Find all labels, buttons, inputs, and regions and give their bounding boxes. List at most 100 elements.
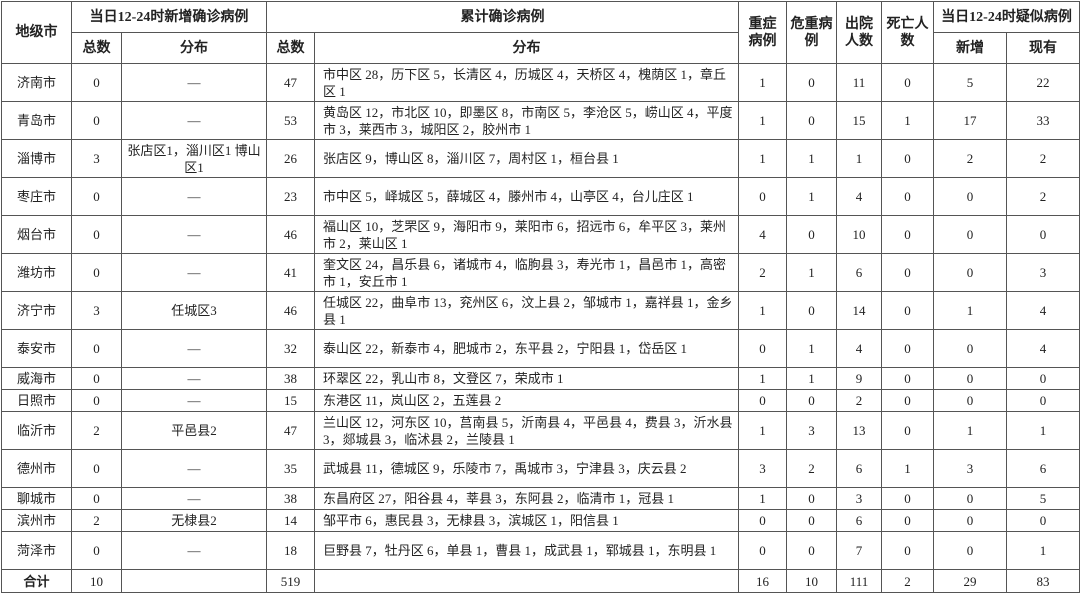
data-cell: 26 <box>266 139 316 178</box>
total-cell: 29 <box>933 569 1008 593</box>
data-cell: 0 <box>71 367 122 390</box>
data-cell: 18 <box>266 531 316 570</box>
city-cell: 济宁市 <box>1 291 72 330</box>
data-cell: 46 <box>266 215 316 254</box>
data-cell: 0 <box>933 531 1008 570</box>
data-cell: 0 <box>738 531 788 570</box>
data-cell: 0 <box>881 509 935 532</box>
data-cell: 47 <box>266 411 316 450</box>
data-cell: 2 <box>738 253 788 292</box>
data-cell: 2 <box>1006 139 1080 178</box>
data-cell: 1 <box>933 291 1008 330</box>
data-cell: 14 <box>836 291 883 330</box>
data-cell: 2 <box>933 139 1008 178</box>
data-cell: 1 <box>738 367 788 390</box>
data-cell: 0 <box>881 291 935 330</box>
data-cell: 33 <box>1006 101 1080 140</box>
table-row: 济南市 0—47 市中区 28，历下区 5，长清区 4，历城区 4，天桥区 4，槐荫… <box>1 63 1080 102</box>
data-cell: 1 <box>786 367 838 390</box>
data-cell: 2 <box>836 389 883 412</box>
data-cell: 5 <box>1006 487 1080 510</box>
data-cell: 东港区 11，岚山区 2，五莲县 2 <box>314 389 740 412</box>
data-cell: 0 <box>738 389 788 412</box>
data-cell: 3 <box>836 487 883 510</box>
city-cell: 威海市 <box>1 367 72 390</box>
data-cell: 1 <box>738 411 788 450</box>
city-cell: 枣庄市 <box>1 177 72 216</box>
data-cell: 0 <box>786 291 838 330</box>
data-cell: 1 <box>836 139 883 178</box>
data-cell: 0 <box>71 63 122 102</box>
data-cell: 1 <box>881 449 935 488</box>
data-cell: 0 <box>1006 215 1080 254</box>
data-cell: 2 <box>71 411 122 450</box>
data-cell: 黄岛区 12，市北区 10，即墨区 8，市南区 5，李沧区 5，崂山区 4，平度… <box>314 101 740 140</box>
data-cell: 张店区1，淄川区1 博山区1 <box>120 139 268 178</box>
table-row: 济宁市 3 任城区3 46 任城区 22，曲阜市 13，兖州区 6，汶上县 2，邹城市 … <box>1 291 1080 330</box>
data-cell: 0 <box>71 177 122 216</box>
data-cell: 0 <box>738 509 788 532</box>
data-cell: 4 <box>836 177 883 216</box>
data-cell: 奎文区 24，昌乐县 6，诸城市 4，临朐县 3，寿光市 1，昌邑市 1，高密市… <box>314 253 740 292</box>
data-cell: 0 <box>786 63 838 102</box>
data-cell: 0 <box>71 329 122 368</box>
data-cell: 4 <box>1006 329 1080 368</box>
data-cell: 0 <box>881 215 935 254</box>
data-cell: 38 <box>266 487 316 510</box>
data-cell: 0 <box>1006 389 1080 412</box>
data-cell: 0 <box>881 139 935 178</box>
data-cell: 3 <box>1006 253 1080 292</box>
data-cell: 邹平市 6，惠民县 3，无棣县 3，滨城区 1，阳信县 1 <box>314 509 740 532</box>
data-cell: 泰山区 22，新泰市 4，肥城市 2，东平县 2，宁阳县 1，岱岳区 1 <box>314 329 740 368</box>
total-cell: 16 <box>738 569 788 593</box>
data-cell: 3 <box>933 449 1008 488</box>
data-cell: 7 <box>836 531 883 570</box>
data-cell: 15 <box>266 389 316 412</box>
data-cell: 1 <box>738 101 788 140</box>
data-cell: 1 <box>738 487 788 510</box>
city-cell: 济南市 <box>1 63 72 102</box>
city-cell: 淄博市 <box>1 139 72 178</box>
data-cell: 3 <box>738 449 788 488</box>
data-cell: 0 <box>786 531 838 570</box>
data-cell: — <box>120 531 268 570</box>
table-row: 淄博市 3 张店区1，淄川区1 博山区1 26 张店区 9，博山区 8，淄川区 7，周村… <box>1 139 1080 178</box>
data-cell: 0 <box>933 389 1008 412</box>
data-cell: 任城区3 <box>120 291 268 330</box>
city-cell: 青岛市 <box>1 101 72 140</box>
city-cell: 潍坊市 <box>1 253 72 292</box>
data-cell: 6 <box>836 449 883 488</box>
data-cell: — <box>120 329 268 368</box>
data-cell: 3 <box>786 411 838 450</box>
data-cell: 0 <box>933 329 1008 368</box>
data-cell: 0 <box>1006 367 1080 390</box>
data-cell: 1 <box>786 139 838 178</box>
total-cell: 519 <box>266 569 316 593</box>
data-cell: 1 <box>881 101 935 140</box>
data-cell: 0 <box>881 253 935 292</box>
data-cell: 4 <box>836 329 883 368</box>
table-row: 临沂市 2 平邑县2 47 兰山区 12，河东区 10，莒南县 5，沂南县 4，平邑县 … <box>1 411 1080 450</box>
table-row: 聊城市 0—38 东昌府区 27，阳谷县 4，莘县 3，东阿县 2，临清市 1，冠县… <box>1 487 1080 510</box>
header-cell: 分布 <box>314 32 740 64</box>
city-cell: 泰安市 <box>1 329 72 368</box>
data-cell: 0 <box>933 177 1008 216</box>
data-cell: 2 <box>71 509 122 532</box>
data-cell: 0 <box>933 215 1008 254</box>
data-cell: — <box>120 215 268 254</box>
total-cell <box>314 569 740 593</box>
total-cell: 合计 <box>1 569 72 593</box>
data-cell: 6 <box>1006 449 1080 488</box>
table-row: 泰安市 0—32 泰山区 22，新泰市 4，肥城市 2，东平县 2，宁阳县 1，岱岳… <box>1 329 1080 368</box>
data-cell: 0 <box>786 389 838 412</box>
data-cell: 无棣县2 <box>120 509 268 532</box>
table-body: 济南市 0—47 市中区 28，历下区 5，长清区 4，历城区 4，天桥区 4，槐荫… <box>1 63 1080 593</box>
data-cell: 0 <box>71 449 122 488</box>
total-cell <box>120 569 268 593</box>
data-cell: 0 <box>71 487 122 510</box>
header-cell: 分布 <box>120 32 268 64</box>
data-cell: 0 <box>881 487 935 510</box>
